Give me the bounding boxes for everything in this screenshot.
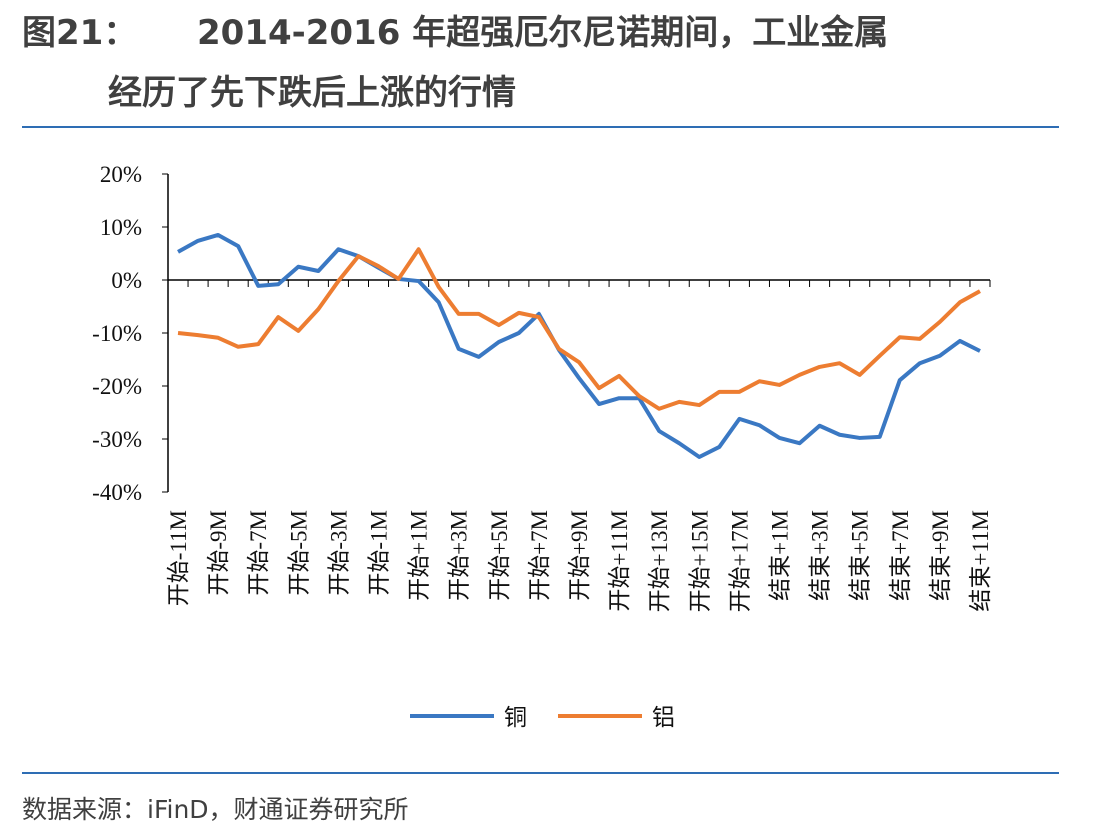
y-tick-label: 10% bbox=[100, 215, 142, 240]
chart-title-number: 图21： bbox=[22, 13, 137, 53]
x-tick-label: 开始+3M bbox=[447, 510, 472, 601]
x-tick-label: 开始+7M bbox=[527, 510, 552, 601]
y-tick-label: -10% bbox=[92, 321, 142, 346]
chart-title: 经历了先下跌后上涨的行情 bbox=[108, 73, 516, 113]
x-tick-label: 开始+5M bbox=[487, 510, 512, 601]
y-tick-label: 0% bbox=[111, 268, 142, 293]
x-tick-label: 开始-11M bbox=[166, 510, 191, 606]
x-tick-label: 结束+3M bbox=[808, 510, 833, 601]
x-tick-label: 开始+9M bbox=[567, 510, 592, 601]
x-tick-label: 开始+15M bbox=[687, 510, 712, 612]
series-line bbox=[177, 247, 981, 411]
x-tick-label: 开始-9M bbox=[206, 510, 231, 596]
y-tick-label: 20% bbox=[100, 162, 142, 187]
x-tick-label: 开始+1M bbox=[407, 510, 432, 601]
x-tick-label: 开始+13M bbox=[647, 510, 672, 612]
source-note: 数据来源：iFinD，财通证券研究所 bbox=[22, 795, 409, 824]
x-tick-label: 结束+11M bbox=[968, 510, 993, 612]
x-tick-label: 结束+5M bbox=[848, 510, 873, 601]
x-tick-label: 开始-7M bbox=[246, 510, 271, 596]
legend-label: 铝 bbox=[652, 705, 675, 730]
x-tick-label: 开始+11M bbox=[607, 510, 632, 612]
y-tick-label: -40% bbox=[92, 480, 142, 505]
x-tick-label: 结束+9M bbox=[928, 510, 953, 601]
legend-label: 铜 bbox=[504, 705, 527, 730]
chart-title: 2014-2016 年超强厄尔尼诺期间，工业金属 bbox=[197, 13, 888, 53]
x-tick-label: 开始-3M bbox=[326, 510, 351, 596]
y-tick-label: -20% bbox=[92, 374, 142, 399]
x-tick-label: 结束+7M bbox=[888, 510, 913, 601]
x-tick-label: 结束+1M bbox=[767, 510, 792, 601]
y-tick-label: -30% bbox=[92, 427, 142, 452]
x-tick-label: 开始-1M bbox=[367, 510, 392, 596]
x-tick-label: 开始-5M bbox=[286, 510, 311, 596]
x-tick-label: 开始+17M bbox=[727, 510, 752, 612]
series-line bbox=[177, 232, 981, 460]
